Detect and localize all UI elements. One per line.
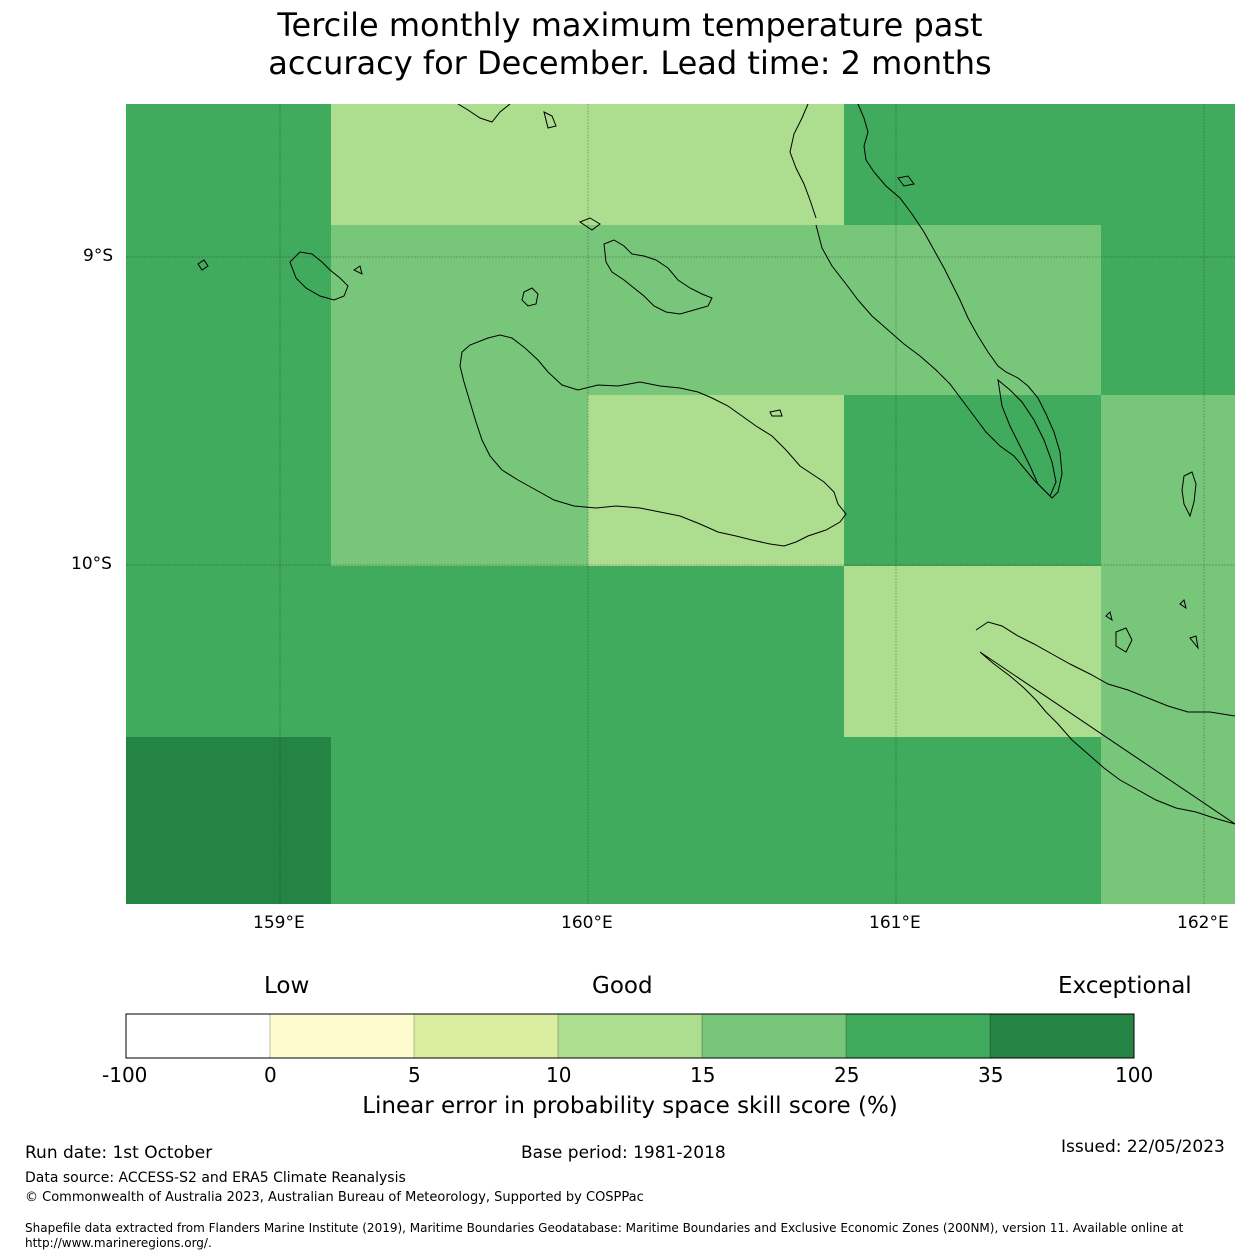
- coastline-islet: [353, 265, 363, 275]
- colorbar-bin: [558, 1014, 702, 1058]
- coastline-small-malaita: [997, 378, 1057, 497]
- grid-cell: [1101, 395, 1235, 566]
- colorbar: [125, 1013, 1135, 1059]
- colorbar-tick: 100: [1115, 1063, 1154, 1087]
- coastline-ulawa: [1181, 471, 1197, 518]
- coastline-islet: [1105, 611, 1113, 622]
- grid-cell: [126, 737, 331, 904]
- grid-cell: [126, 395, 331, 566]
- coastline-islet: [543, 111, 557, 129]
- colorbar-heading-exceptional: Exceptional: [1058, 973, 1192, 999]
- colorbar-bin: [702, 1014, 846, 1058]
- grid-cell: [1101, 104, 1235, 225]
- lon-label-161e: 161°E: [869, 913, 921, 933]
- colorbar-tick: -100: [102, 1063, 148, 1087]
- coastline-malaita-north: [789, 104, 817, 219]
- data-source: Data source: ACCESS-S2 and ERA5 Climate …: [25, 1170, 406, 1186]
- lon-label-162e: 162°E: [1177, 913, 1229, 933]
- colorbar-tick: 0: [264, 1063, 277, 1087]
- colorbar-tick: 35: [978, 1063, 1004, 1087]
- lon-label-159e: 159°E: [253, 913, 305, 933]
- base-period: Base period: 1981-2018: [521, 1143, 726, 1163]
- grid-cell: [331, 104, 588, 225]
- grid-cell: [331, 566, 588, 737]
- grid-cell: [331, 225, 588, 395]
- grid-cell: [1101, 566, 1235, 737]
- grid-cell: [588, 395, 844, 566]
- colorbar-bin: [270, 1014, 414, 1058]
- lat-label-9s: 9°S: [83, 246, 114, 266]
- title-line-2: accuracy for December. Lead time: 2 mont…: [268, 44, 992, 82]
- coastline-savo: [521, 287, 539, 307]
- coastline-malaita: [815, 104, 1063, 499]
- colorbar-bin: [990, 1014, 1134, 1058]
- colorbar-tick: 10: [546, 1063, 572, 1087]
- grid-cell: [1101, 737, 1235, 904]
- lat-label-10s: 10°S: [71, 554, 112, 574]
- coastline-islet: [1115, 627, 1133, 653]
- grid-cell: [331, 395, 588, 566]
- coastline-russell: [289, 251, 349, 301]
- grid-cell: [126, 566, 331, 737]
- colorbar-heading-low: Low: [264, 973, 310, 999]
- coastline-islet: [897, 175, 915, 187]
- coastlines: [197, 104, 1235, 825]
- run-date: Run date: 1st October: [25, 1143, 213, 1163]
- colorbar-label: Linear error in probability space skill …: [362, 1093, 898, 1119]
- colorbar-bin: [414, 1014, 558, 1058]
- grid-cell: [588, 225, 844, 395]
- coastline-ngella: [603, 239, 713, 315]
- title-line-1: Tercile monthly maximum temperature past: [277, 6, 983, 44]
- grid-cell: [844, 225, 1101, 395]
- copyright: © Commonwealth of Australia 2023, Austra…: [25, 1190, 644, 1205]
- coastline-guadalcanal: [459, 334, 847, 547]
- colorbar-heading-good: Good: [592, 973, 653, 999]
- grid-cell: [588, 566, 844, 737]
- coastline-islet: [197, 259, 209, 271]
- coastline-islet: [1189, 635, 1199, 650]
- grid-cell: [331, 737, 588, 904]
- colorbar-tick: 15: [690, 1063, 716, 1087]
- shapefile-credit-line-2: http://www.marineregions.org/.: [25, 1236, 212, 1250]
- grid-cell: [844, 395, 1101, 566]
- colorbar-frame: [125, 1013, 1135, 1059]
- coastline-islet: [578, 217, 601, 231]
- grid-cell: [844, 104, 1101, 225]
- grid-cell: [1101, 225, 1235, 395]
- shapefile-credit-line-1: Shapefile data extracted from Flanders M…: [25, 1221, 1184, 1235]
- grid-cell: [126, 104, 331, 225]
- colorbar-tick: 25: [834, 1063, 860, 1087]
- colorbar-tick: 5: [408, 1063, 421, 1087]
- coastline-islet: [1179, 599, 1187, 610]
- coastline-islet: [769, 409, 783, 417]
- colorbar-bin: [846, 1014, 990, 1058]
- issued-date: Issued: 22/05/2023: [1061, 1137, 1225, 1157]
- chart-title: Tercile monthly maximum temperature past…: [0, 6, 1260, 82]
- grid-cell: [126, 225, 331, 395]
- coastline-makira: [975, 621, 1235, 825]
- grid-cell: [844, 737, 1101, 904]
- score-grid: [126, 104, 1235, 904]
- lon-label-160e: 160°E: [561, 913, 613, 933]
- grid-cell: [844, 566, 1101, 737]
- grid-cell: [588, 737, 844, 904]
- grid-cell: [588, 104, 844, 225]
- colorbar-bin: [126, 1014, 270, 1058]
- coastline-santa-isabel: [457, 104, 511, 123]
- gridlines: [126, 104, 1235, 904]
